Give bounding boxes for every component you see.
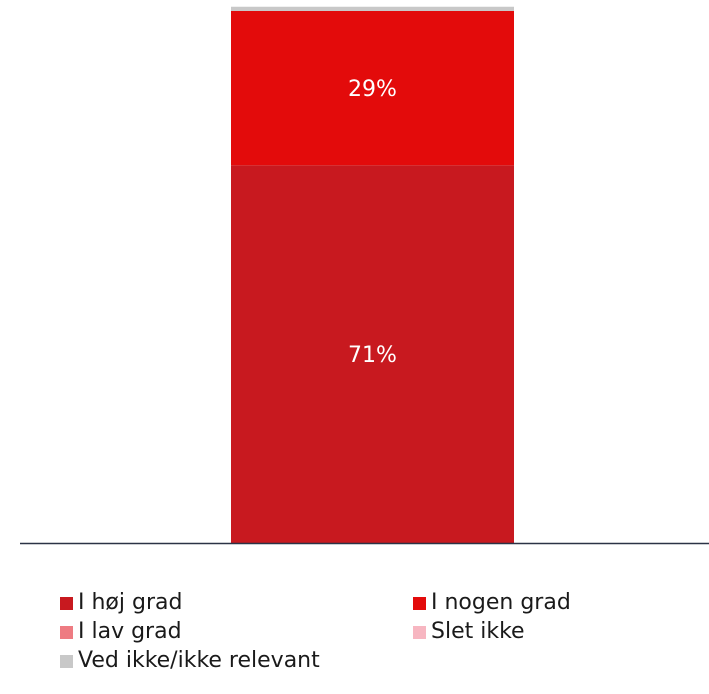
legend-label-i-hoej-grad: I høj grad: [78, 590, 183, 615]
bar-data-label-1: 71%: [348, 343, 397, 368]
legend-label-ved-ikke: Ved ikke/ikke relevant: [78, 648, 320, 673]
chart-area: 71% 29%: [20, 6, 709, 545]
legend-label-i-nogen-grad: I nogen grad: [431, 590, 571, 615]
legend-item-i-lav-grad: I lav grad: [60, 617, 182, 647]
legend-swatch-i-nogen-grad: [413, 596, 426, 610]
legend-item-i-hoej-grad: I høj grad: [60, 588, 182, 618]
legend-swatch-ved-ikke: [60, 654, 73, 668]
legend-item-ved-ikke: Ved ikke/ikke relevant: [60, 646, 320, 676]
legend-swatch-i-hoej-grad: [60, 596, 73, 610]
bar-data-label-2: 29%: [348, 77, 397, 102]
legend-item-i-nogen-grad: I nogen grad: [413, 588, 571, 618]
bar-segment-1: [231, 165, 514, 543]
legend-swatch-slet-ikke: [413, 625, 426, 639]
legend-label-slet-ikke: Slet ikke: [431, 619, 525, 644]
legend-swatch-i-lav-grad: [60, 625, 73, 639]
bar-segment-2: [231, 11, 514, 166]
bar-segment-5: [231, 6, 514, 11]
legend-label-i-lav-grad: I lav grad: [78, 619, 182, 644]
legend-item-slet-ikke: Slet ikke: [413, 617, 525, 647]
